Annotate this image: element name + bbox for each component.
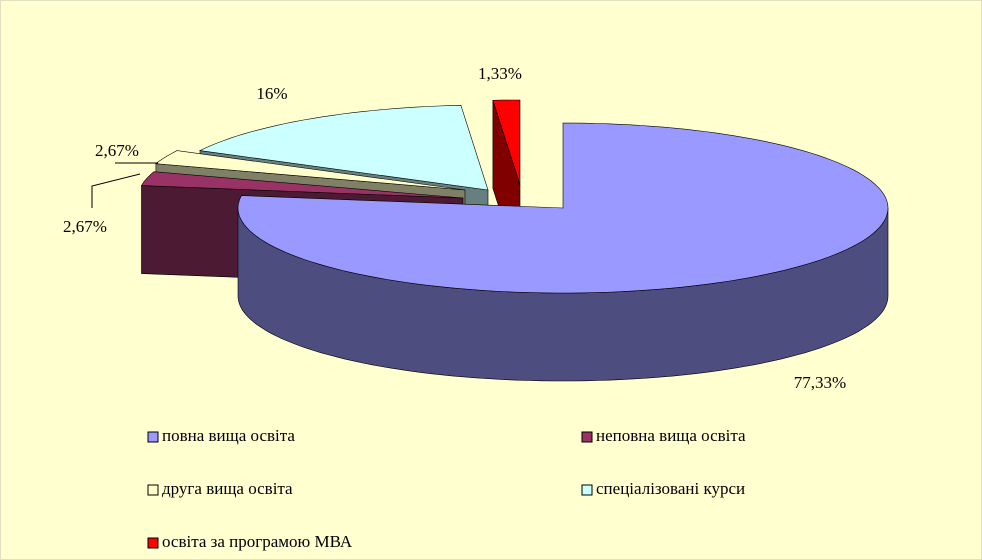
legend-key (147, 431, 159, 443)
legend-key (581, 431, 593, 443)
data-label: 2,67% (63, 217, 107, 236)
slice (198, 104, 489, 191)
data-label: 77,33% (794, 373, 846, 392)
legend-label: спеціалізовані курси (596, 479, 745, 498)
labels: 77,33% 2,67% 2,67% 16% 1,33% (63, 64, 846, 392)
legend-key (147, 484, 159, 496)
legend-label: друга вища освіта (162, 479, 293, 498)
legend-label: освіта за програмою МВА (162, 532, 353, 551)
legend: повна вища освіта неповна вища освіта друг… (147, 426, 746, 551)
data-label: 16% (256, 84, 287, 103)
pie (140, 99, 889, 382)
legend-label: неповна вища освіта (596, 426, 746, 445)
slice (140, 171, 464, 199)
data-label: 1,33% (478, 64, 522, 83)
data-label: 2,67% (95, 141, 139, 160)
legend-key (581, 484, 593, 496)
slice (237, 122, 889, 294)
leader-line (91, 173, 141, 208)
legend-key (147, 537, 159, 549)
legend-label: повна вища освіта (162, 426, 295, 445)
slice (492, 99, 521, 186)
